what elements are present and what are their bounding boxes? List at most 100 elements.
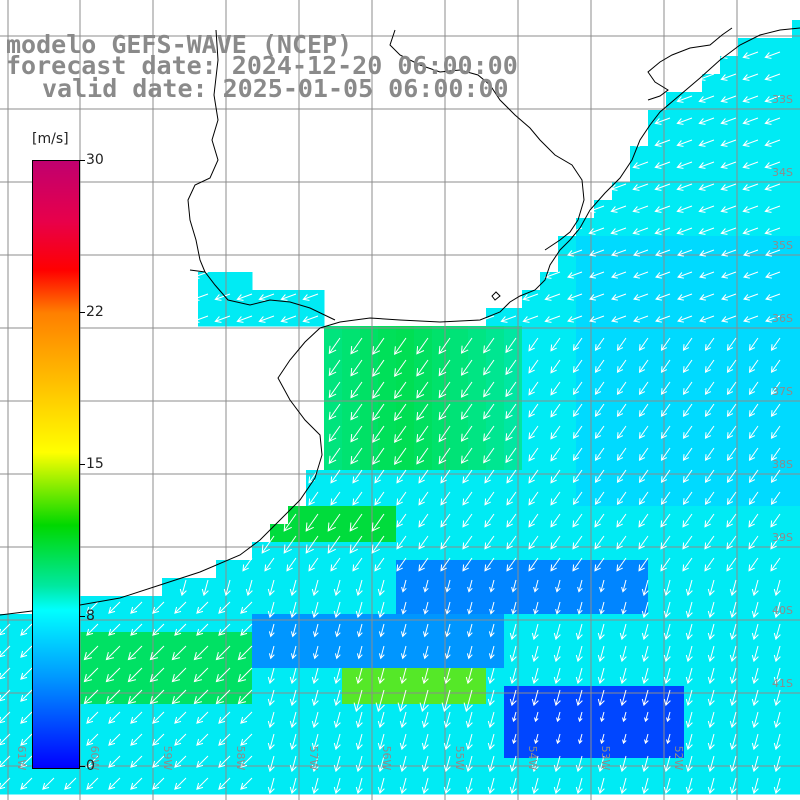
wind-arrow [528,557,539,572]
wind-cell [270,776,289,795]
wind-cell [738,650,757,669]
colorbar-tick-label: 0 [86,758,95,774]
wind-arrow [355,733,363,751]
wind-arrow [685,645,693,663]
wind-arrow [396,469,407,484]
wind-cell [414,596,433,615]
wind-arrow [575,623,583,641]
wind-arrow [572,403,583,418]
wind-cell [90,740,109,759]
wind-cell [792,218,800,237]
wind-arrow [308,557,319,572]
wind-cell [792,272,800,291]
wind-cell [414,506,433,525]
wind-arrow [193,689,209,705]
wind-cell [576,560,595,579]
wind-arrow [423,579,429,593]
wind-cell [126,758,145,777]
wind-arrow [682,491,693,506]
wind-cell [738,596,757,615]
wind-arrow [440,491,451,506]
wind-cell [486,452,505,471]
colorbar-tick-mark [79,464,85,465]
wind-cell [756,650,775,669]
wind-cell [540,380,559,399]
wind-arrow [438,359,451,377]
wind-arrow [550,425,561,440]
wind-cell [666,218,685,237]
wind-arrow [289,777,297,795]
wind-cell [792,200,800,219]
wind-cell [270,308,289,327]
wind-cell [576,488,595,507]
wind-arrow [575,777,583,795]
wind-cell [360,614,379,633]
wind-arrow [20,711,33,724]
wind-arrow [742,161,759,169]
wind-arrow [682,513,693,528]
wind-arrow [20,689,33,702]
wind-cell [558,632,577,651]
wind-arrow [638,557,649,572]
wind-cell [648,650,667,669]
wind-cell [774,326,793,345]
wind-arrow [676,95,693,103]
wind-cell [756,488,775,507]
wind-cell [432,614,451,633]
wind-cell [738,380,757,399]
wind-cell [414,416,433,435]
wind-arrow [699,293,715,301]
wind-arrow [663,623,671,641]
wind-cell [324,776,343,795]
wind-arrow [707,623,715,641]
wind-arrow [743,249,759,257]
wind-arrow [682,359,693,374]
lon-label: 52W [672,746,685,771]
colorbar-unit: [m/s] [32,131,69,147]
wind-cell [648,272,667,291]
wind-cell [288,776,307,795]
wind-cell [792,344,800,363]
wind-cell [648,578,667,597]
wind-arrow [743,293,759,301]
wind-cell [576,668,595,687]
wind-arrow [704,469,715,484]
wind-arrow [677,249,693,257]
wind-arrow [742,227,759,235]
wind-cell [558,686,577,705]
wind-cell [792,740,800,759]
wind-cell [324,326,343,345]
wind-arrow [742,73,759,81]
wind-cell [648,740,667,759]
wind-arrow [644,733,649,745]
wind-arrow [531,667,539,685]
wind-arrow [483,337,495,354]
wind-cell [648,506,667,525]
wind-arrow [0,645,11,658]
wind-cell [738,578,757,597]
wind-arrow [356,623,363,638]
wind-cell [468,398,487,417]
wind-cell [522,704,541,723]
wind-cell [378,740,397,759]
wind-arrow [748,359,759,374]
wind-cell [666,344,685,363]
wind-arrow [483,425,495,442]
wind-cell [630,578,649,597]
wind-arrow [372,425,385,443]
wind-arrow [572,557,583,572]
wind-cell [774,398,793,417]
wind-cell [468,344,487,363]
wind-arrow [399,777,407,795]
wind-cell [702,380,721,399]
wind-cell [684,524,703,543]
wind-arrow [484,491,495,506]
wind-arrow [350,403,363,421]
coastline-path [187,29,219,273]
wind-cell [648,524,667,543]
wind-cell [738,614,757,633]
wind-arrow [312,623,319,638]
wind-arrow [268,623,275,638]
wind-cell [648,416,667,435]
wind-cell [324,722,343,741]
